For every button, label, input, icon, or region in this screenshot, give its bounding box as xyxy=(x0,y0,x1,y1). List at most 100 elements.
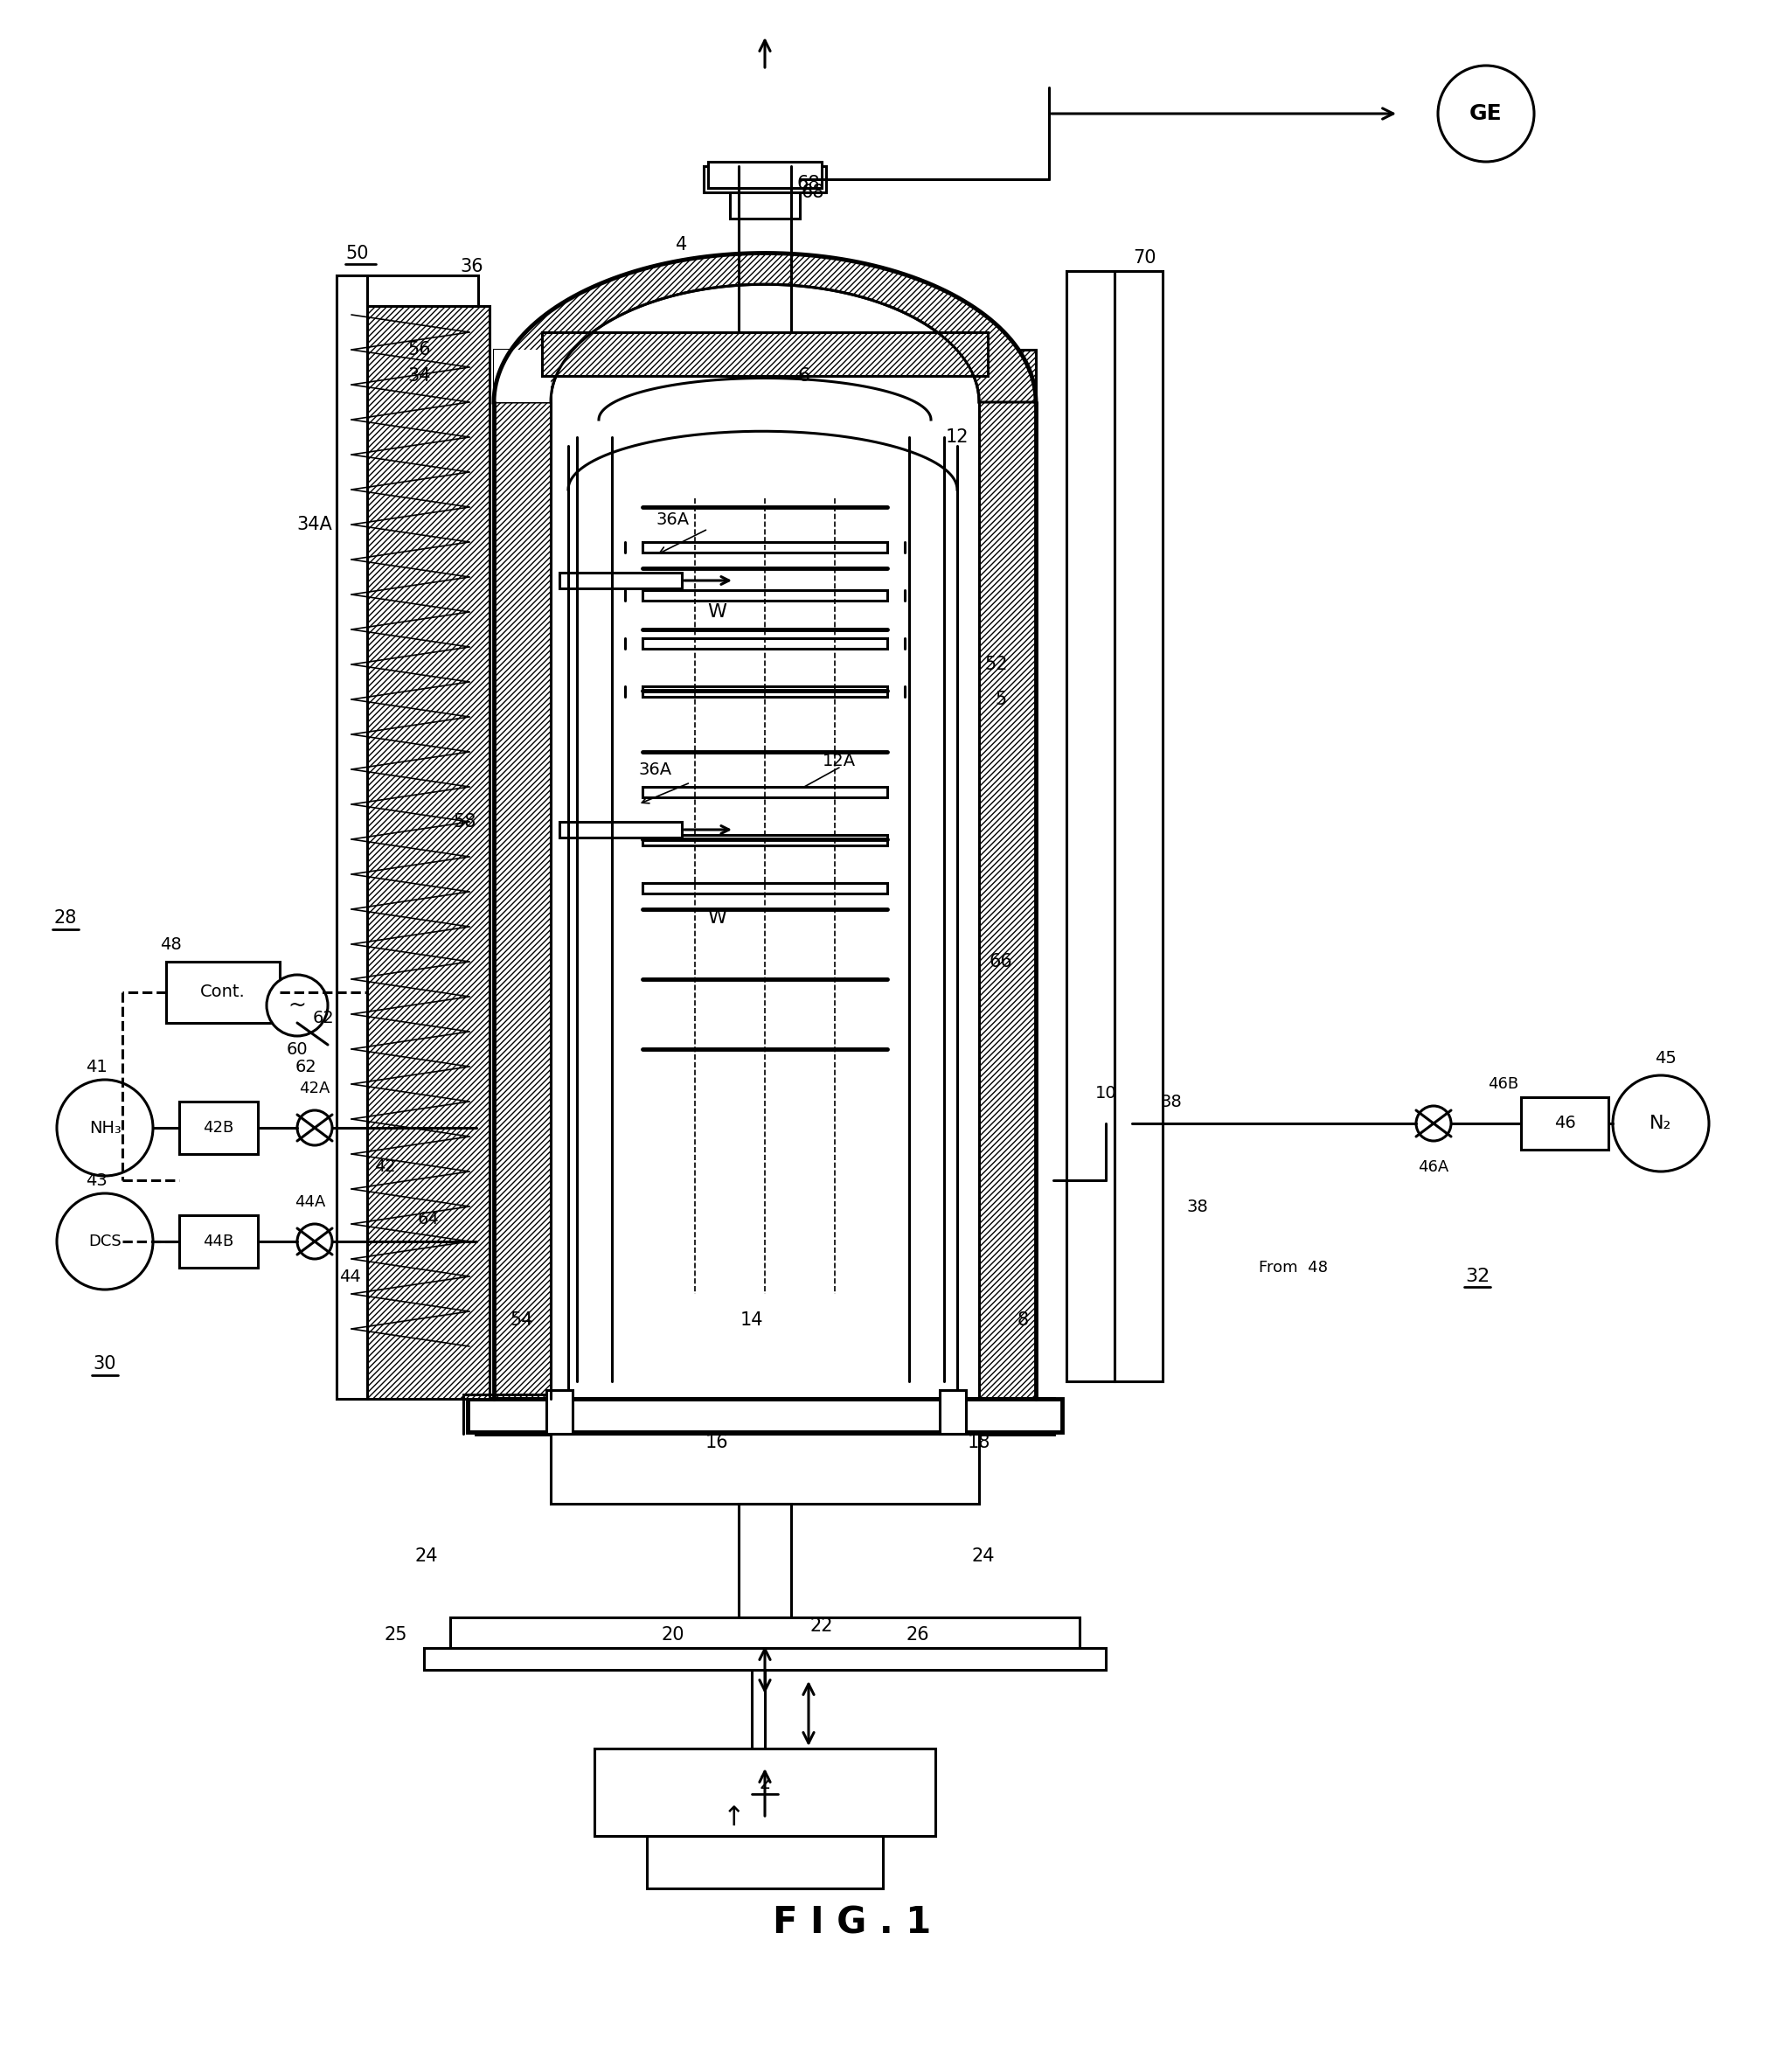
Text: 46: 46 xyxy=(1553,1115,1576,1131)
Bar xyxy=(703,166,825,193)
Text: 66: 66 xyxy=(990,953,1013,970)
Text: 68: 68 xyxy=(797,174,820,193)
Text: 2: 2 xyxy=(760,1776,770,1792)
Circle shape xyxy=(57,1080,152,1177)
Bar xyxy=(643,787,887,798)
Text: 24: 24 xyxy=(414,1548,437,1564)
Text: 50: 50 xyxy=(345,244,368,263)
Circle shape xyxy=(298,1225,333,1260)
Bar xyxy=(643,543,887,553)
Bar xyxy=(1066,271,1114,1382)
Text: ~: ~ xyxy=(289,995,306,1015)
Text: 30: 30 xyxy=(94,1355,117,1372)
Text: 48: 48 xyxy=(159,937,181,953)
Circle shape xyxy=(1417,1106,1450,1142)
Bar xyxy=(595,1749,935,1836)
Text: 8: 8 xyxy=(1017,1312,1029,1328)
Text: 44B: 44B xyxy=(204,1233,234,1249)
Text: W: W xyxy=(707,910,726,926)
Text: Cont.: Cont. xyxy=(200,984,246,1001)
Text: 12: 12 xyxy=(946,429,969,445)
Text: GE: GE xyxy=(1470,104,1502,124)
Text: 56: 56 xyxy=(407,342,430,358)
Text: 28: 28 xyxy=(55,910,78,926)
Text: 26: 26 xyxy=(907,1627,930,1643)
Bar xyxy=(551,1434,979,1504)
Text: 12A: 12A xyxy=(822,752,855,769)
Text: 64: 64 xyxy=(418,1212,439,1229)
Text: 58: 58 xyxy=(453,812,476,831)
Text: N₂: N₂ xyxy=(1651,1115,1672,1131)
Text: 38: 38 xyxy=(1187,1198,1208,1214)
Circle shape xyxy=(1613,1075,1709,1171)
Bar xyxy=(643,835,887,845)
Text: 36A: 36A xyxy=(639,760,673,777)
Bar xyxy=(560,823,682,837)
Text: 34: 34 xyxy=(407,367,430,385)
Text: 25: 25 xyxy=(384,1627,407,1643)
Text: 20: 20 xyxy=(662,1627,685,1643)
Bar xyxy=(542,332,988,375)
Bar xyxy=(739,1504,792,1618)
Text: 62: 62 xyxy=(296,1059,317,1075)
Text: NH₃: NH₃ xyxy=(89,1119,120,1135)
Bar xyxy=(494,350,551,1399)
Text: ↑: ↑ xyxy=(723,1807,746,1832)
Text: 38: 38 xyxy=(1160,1094,1183,1111)
Text: 6: 6 xyxy=(799,367,811,385)
Bar xyxy=(1521,1098,1608,1150)
Text: 36A: 36A xyxy=(657,512,689,528)
Bar xyxy=(423,1647,1105,1670)
Bar xyxy=(468,1399,1063,1432)
Text: 4: 4 xyxy=(677,236,687,253)
Text: 32: 32 xyxy=(1465,1268,1489,1285)
Bar xyxy=(708,162,822,189)
Text: 68: 68 xyxy=(800,184,825,201)
Bar xyxy=(643,686,887,696)
Circle shape xyxy=(267,974,328,1036)
Text: 46A: 46A xyxy=(1419,1158,1449,1175)
Bar xyxy=(643,883,887,893)
Text: 16: 16 xyxy=(705,1434,728,1450)
Bar xyxy=(336,276,367,1399)
Bar xyxy=(179,1102,259,1154)
Bar xyxy=(476,1399,1054,1434)
Text: 52: 52 xyxy=(985,655,1008,673)
Text: 44A: 44A xyxy=(294,1193,326,1210)
Text: 45: 45 xyxy=(1654,1051,1675,1067)
Text: 44: 44 xyxy=(338,1268,361,1285)
Bar xyxy=(979,350,1036,1399)
Text: 41: 41 xyxy=(85,1059,106,1075)
Text: 46B: 46B xyxy=(1488,1075,1520,1092)
Text: 18: 18 xyxy=(967,1434,990,1450)
Text: 42B: 42B xyxy=(204,1121,234,1135)
Bar xyxy=(494,350,551,402)
Text: DCS: DCS xyxy=(89,1233,122,1249)
Bar xyxy=(730,166,800,218)
Bar xyxy=(940,1390,965,1434)
Bar xyxy=(1080,1102,1132,1150)
Text: 22: 22 xyxy=(809,1618,834,1635)
Text: 54: 54 xyxy=(510,1312,533,1328)
Text: 42: 42 xyxy=(374,1158,395,1175)
Text: 70: 70 xyxy=(1133,249,1156,267)
Text: 24: 24 xyxy=(972,1548,995,1564)
Text: 34A: 34A xyxy=(298,516,333,533)
Bar xyxy=(179,1214,259,1268)
Text: F I G . 1: F I G . 1 xyxy=(774,1904,932,1941)
Bar xyxy=(646,1836,884,1888)
Text: 36: 36 xyxy=(460,257,483,276)
Text: 5: 5 xyxy=(995,690,1006,709)
Text: W: W xyxy=(707,603,726,622)
Bar xyxy=(643,591,887,601)
Text: 42A: 42A xyxy=(299,1082,329,1096)
Text: From  48: From 48 xyxy=(1259,1260,1328,1276)
Text: 43: 43 xyxy=(85,1173,106,1189)
Text: 10: 10 xyxy=(1094,1084,1116,1100)
Bar xyxy=(1114,271,1162,1382)
Circle shape xyxy=(298,1111,333,1146)
Bar xyxy=(560,572,682,588)
Text: 60: 60 xyxy=(287,1040,308,1057)
Bar xyxy=(545,1390,572,1434)
PathPatch shape xyxy=(494,253,1036,402)
